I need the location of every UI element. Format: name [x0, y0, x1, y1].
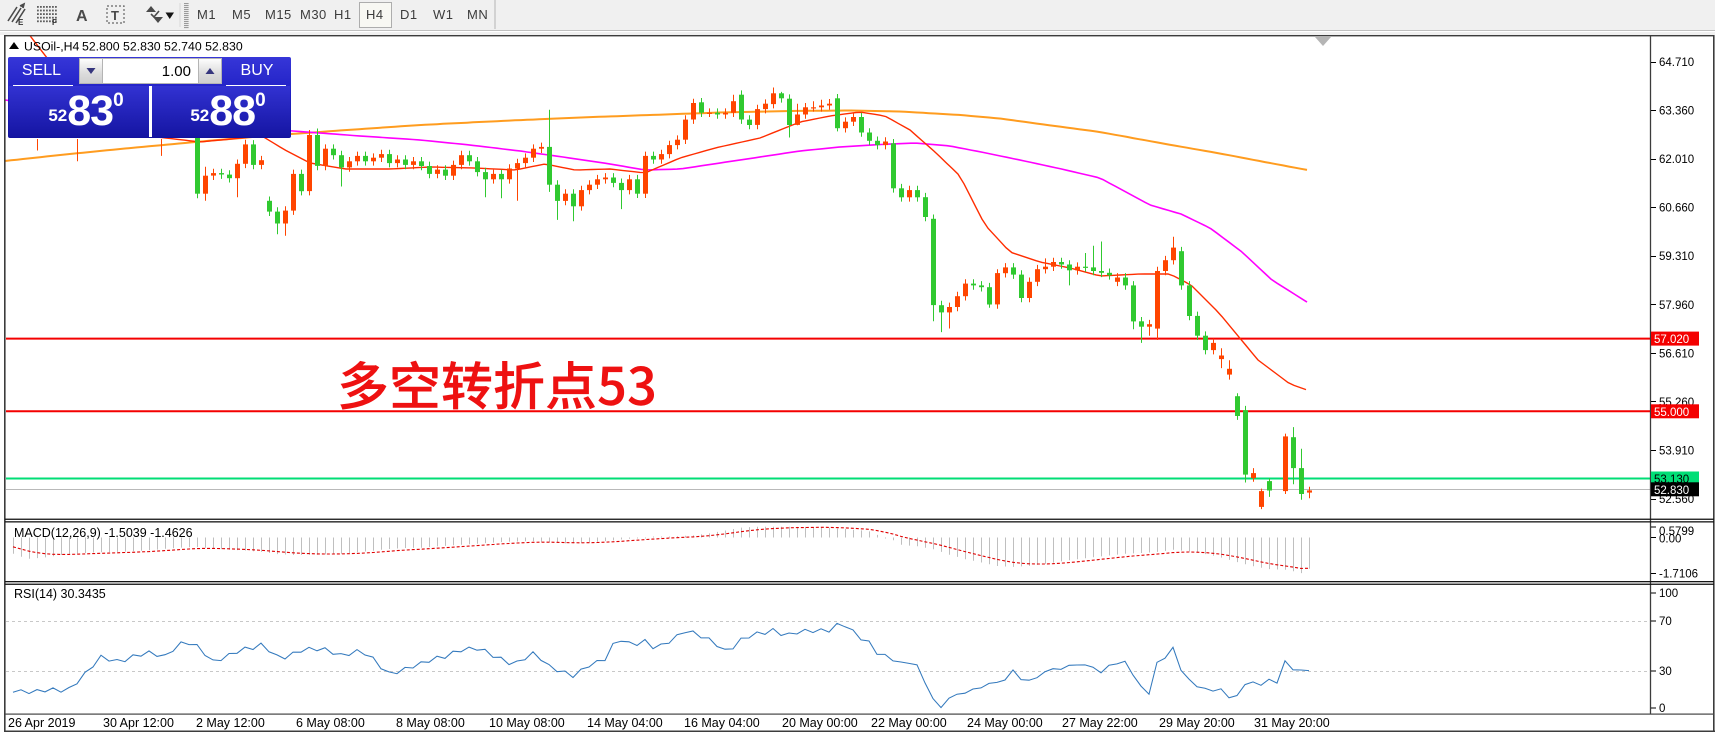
svg-text:MACD(12,26,9) -1.5039 -1.4626: MACD(12,26,9) -1.5039 -1.4626 [14, 526, 193, 540]
svg-text:53.910: 53.910 [1659, 446, 1694, 458]
svg-text:USOil-,H4: USOil-,H4 [24, 40, 80, 54]
svg-text:62.010: 62.010 [1659, 154, 1694, 166]
svg-text:26 Apr 2019: 26 Apr 2019 [8, 716, 75, 730]
svg-text:64.710: 64.710 [1659, 57, 1694, 69]
svg-text:0.5799: 0.5799 [1659, 526, 1694, 538]
svg-text:57.960: 57.960 [1659, 300, 1694, 312]
svg-text:31 May 20:00: 31 May 20:00 [1254, 716, 1330, 730]
svg-text:8 May 08:00: 8 May 08:00 [396, 716, 465, 730]
svg-text:55.000: 55.000 [1654, 407, 1689, 419]
svg-text:56.610: 56.610 [1659, 348, 1694, 360]
svg-text:10 May 08:00: 10 May 08:00 [489, 716, 565, 730]
svg-text:52.560: 52.560 [1659, 494, 1694, 506]
svg-text:27 May 22:00: 27 May 22:00 [1062, 716, 1138, 730]
svg-text:14 May 04:00: 14 May 04:00 [587, 716, 663, 730]
svg-text:57.020: 57.020 [1654, 334, 1689, 346]
svg-text:6 May 08:00: 6 May 08:00 [296, 716, 365, 730]
svg-text:20 May 00:00: 20 May 00:00 [782, 716, 858, 730]
svg-text:29 May 20:00: 29 May 20:00 [1159, 716, 1235, 730]
svg-text:F: F [52, 18, 57, 27]
svg-text:52.800 52.830 52.740 52.830: 52.800 52.830 52.740 52.830 [82, 40, 243, 54]
svg-text:52.830: 52.830 [1654, 485, 1689, 497]
svg-text:-1.7106: -1.7106 [1659, 569, 1698, 581]
svg-text:0: 0 [1659, 703, 1665, 715]
svg-text:T: T [111, 8, 119, 23]
svg-text:A: A [76, 8, 88, 25]
svg-text:24 May 00:00: 24 May 00:00 [967, 716, 1043, 730]
svg-text:2 May 12:00: 2 May 12:00 [196, 716, 265, 730]
svg-text:16 May 04:00: 16 May 04:00 [684, 716, 760, 730]
svg-text:59.310: 59.310 [1659, 251, 1694, 263]
svg-text:63.360: 63.360 [1659, 106, 1694, 118]
svg-text:30 Apr 12:00: 30 Apr 12:00 [103, 716, 174, 730]
svg-text:60.660: 60.660 [1659, 203, 1694, 215]
svg-text:22 May 00:00: 22 May 00:00 [871, 716, 947, 730]
svg-text:30: 30 [1659, 666, 1672, 678]
svg-text:RSI(14) 30.3435: RSI(14) 30.3435 [14, 587, 106, 601]
svg-text:100: 100 [1659, 588, 1678, 600]
svg-text:E: E [18, 18, 24, 27]
svg-text:0.00: 0.00 [1659, 534, 1681, 546]
svg-text:70: 70 [1659, 616, 1672, 628]
